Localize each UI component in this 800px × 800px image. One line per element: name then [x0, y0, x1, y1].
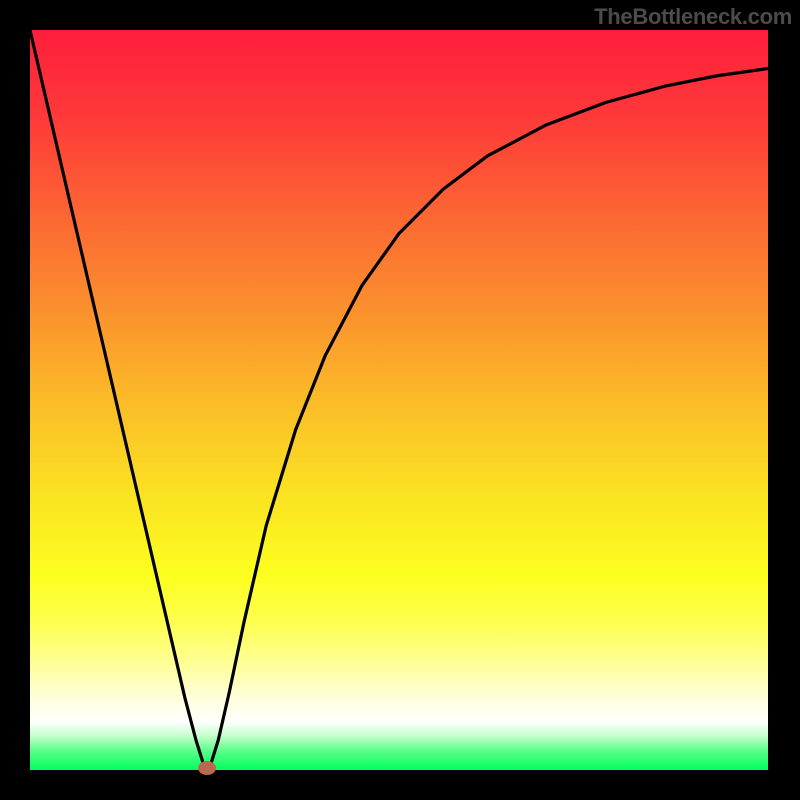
watermark-text: TheBottleneck.com [594, 4, 792, 30]
minimum-marker [198, 761, 216, 775]
chart-container: TheBottleneck.com [0, 0, 800, 800]
plot-area [30, 30, 768, 770]
curve-path [30, 30, 768, 770]
curve-line [30, 30, 768, 770]
